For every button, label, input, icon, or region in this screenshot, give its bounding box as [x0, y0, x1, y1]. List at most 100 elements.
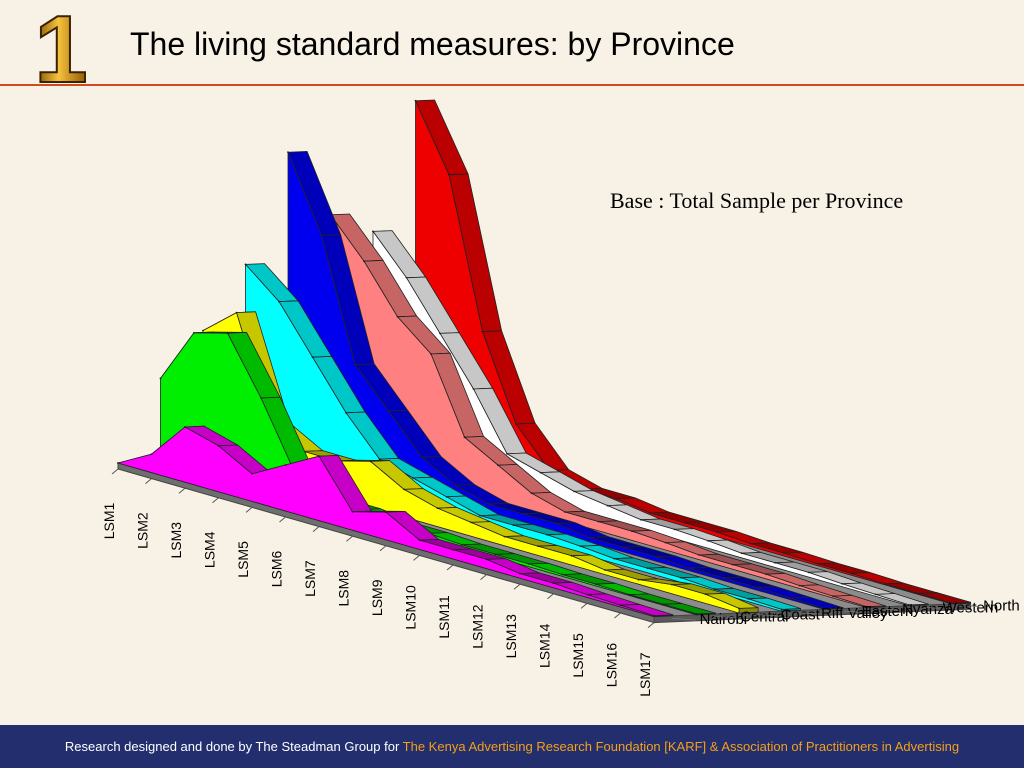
data-point — [537, 545, 539, 548]
data-point — [850, 572, 852, 575]
legend-label: Central — [740, 608, 788, 625]
data-point — [671, 583, 673, 586]
data-point — [731, 563, 734, 566]
base-note: Base : Total Sample per Province — [610, 188, 904, 213]
data-point — [546, 533, 548, 536]
data-point — [387, 410, 390, 412]
series-rift-valley — [244, 263, 801, 612]
x-tick-label: LSM11 — [436, 595, 452, 639]
x-axis-ticks: LSM1 LSM2 LSM3 LSM4 LSM5 LSM6 LSM7 LSM8 LSM9 LSM1… — [101, 468, 655, 697]
data-point — [244, 263, 247, 266]
data-point — [378, 458, 381, 461]
data-point — [260, 397, 262, 399]
data-point — [421, 456, 423, 459]
data-point — [704, 593, 707, 596]
legend-label: Rift Valley — [821, 605, 888, 622]
x-tick-label: LSM6 — [269, 551, 285, 588]
data-point — [193, 331, 195, 334]
x-tick-label: LSM8 — [336, 570, 352, 607]
data-point — [485, 558, 488, 561]
data-point — [707, 539, 709, 542]
footer-highlight: The Kenya Advertising Research Foundatio… — [402, 739, 960, 754]
x-tick-label: LSM14 — [537, 623, 553, 668]
data-point — [235, 311, 238, 314]
x-tick — [446, 564, 454, 571]
data-point — [396, 315, 399, 318]
x-tick-label: LSM2 — [135, 512, 151, 549]
data-point — [515, 423, 517, 425]
data-point — [740, 552, 743, 555]
data-point — [564, 511, 566, 513]
data-point — [372, 230, 374, 233]
data-point — [439, 332, 441, 335]
data-point — [159, 377, 162, 380]
x-tick — [145, 478, 152, 484]
x-tick-label: LSM10 — [403, 585, 419, 630]
data-point — [698, 554, 700, 556]
data-point — [615, 497, 618, 500]
data-point — [519, 572, 521, 575]
data-point — [278, 300, 280, 303]
data-point — [436, 507, 439, 510]
data-point — [662, 603, 664, 606]
data-point — [470, 521, 472, 524]
data-point — [749, 542, 752, 545]
chart: LSM1 LSM2 LSM3 LSM4 LSM5 LSM6 LSM7 LSM8 LSM9 LSM1… — [101, 99, 1024, 697]
x-tick — [547, 593, 554, 600]
data-point — [463, 436, 466, 439]
legend-leader — [926, 607, 939, 609]
data-point — [539, 471, 542, 474]
series-eastern — [287, 150, 844, 610]
data-point — [479, 514, 481, 517]
series-nairobi — [116, 425, 674, 618]
x-tick-label: LSM12 — [470, 604, 486, 649]
ribbon-front-face — [372, 230, 910, 607]
data-point — [405, 276, 408, 279]
data-point — [217, 444, 220, 447]
data-point — [555, 522, 557, 525]
data-point — [445, 495, 448, 498]
data-point — [528, 563, 530, 565]
data-point — [649, 512, 651, 514]
data-point — [883, 583, 886, 585]
floor-side-edge — [653, 602, 972, 624]
data-point — [488, 503, 490, 506]
data-point — [783, 552, 785, 555]
data-point — [472, 388, 475, 390]
x-tick — [279, 516, 286, 523]
data-point — [680, 576, 682, 579]
data-point — [184, 426, 186, 428]
x-tick — [580, 603, 588, 609]
x-tick — [614, 612, 621, 619]
x-tick — [212, 497, 219, 504]
data-point — [595, 583, 597, 586]
data-point — [318, 455, 320, 458]
data-point — [284, 464, 287, 466]
data-point — [586, 593, 588, 596]
x-tick — [513, 583, 521, 590]
data-point — [430, 353, 432, 355]
data-point — [414, 99, 417, 102]
data-point — [418, 539, 421, 542]
data-point — [832, 595, 834, 598]
data-point — [351, 510, 354, 513]
legend-leader — [756, 614, 777, 616]
slide-title: The living standard measures: by Provinc… — [130, 26, 735, 62]
data-point — [798, 584, 801, 587]
data-point — [494, 553, 497, 556]
footer-text: Research designed and done by The Steadm… — [64, 739, 403, 754]
x-tick — [111, 468, 119, 475]
data-point — [682, 521, 685, 524]
data-point — [506, 452, 508, 455]
data-point — [412, 477, 414, 479]
data-point — [530, 492, 533, 495]
data-point — [481, 330, 484, 333]
data-point — [606, 504, 609, 507]
data-point — [454, 484, 457, 487]
data-point — [689, 567, 691, 570]
data-point — [251, 472, 253, 475]
x-tick — [480, 574, 487, 580]
data-point — [807, 571, 810, 574]
data-point — [631, 530, 633, 533]
